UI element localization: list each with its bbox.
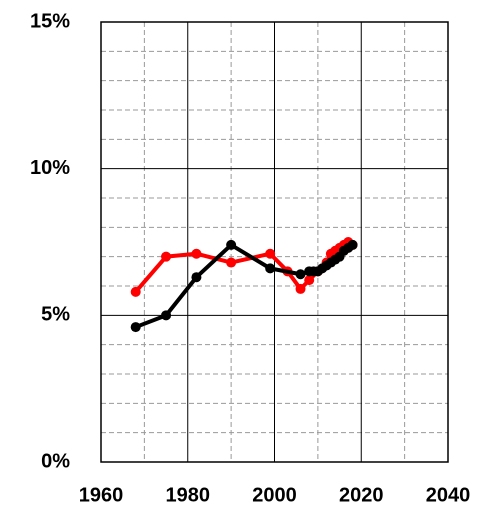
x-tick-label: 2040 [426,484,471,506]
y-tick-label: 5% [41,304,70,326]
data-point [226,257,237,268]
x-tick-label: 1980 [166,484,211,506]
data-point [130,286,141,297]
y-tick-label: 15% [30,10,70,32]
data-point [161,251,172,262]
data-point [265,263,276,274]
data-point [226,239,237,250]
x-tick-label: 2000 [252,484,297,506]
x-tick-label: 2020 [339,484,384,506]
data-point [295,269,306,280]
data-point [295,283,306,294]
data-point [191,248,202,259]
data-point [304,275,315,286]
data-point [130,322,141,333]
y-tick-label: 0% [41,450,70,472]
data-point [191,272,202,283]
y-tick-label: 10% [30,157,70,179]
data-point [265,248,276,259]
x-tick-label: 1960 [79,484,124,506]
data-point [161,310,172,321]
data-point [347,239,358,250]
plot-border [100,21,449,463]
